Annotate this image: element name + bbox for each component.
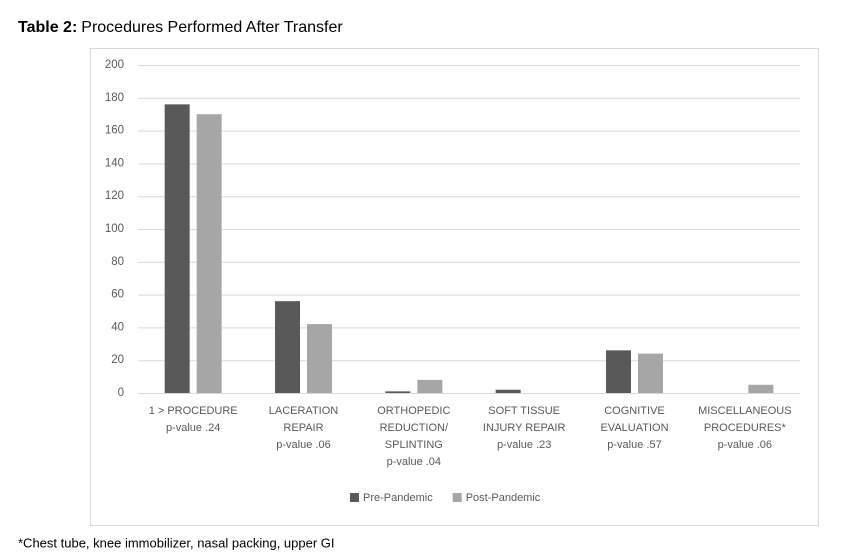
y-tick-label: 0 (118, 387, 124, 399)
bar (748, 384, 774, 393)
y-tick-label: 200 (105, 59, 124, 71)
legend-label: Pre-Pandemic (363, 492, 433, 504)
title-label: Table 2: (18, 19, 77, 36)
y-tick-label: 40 (111, 321, 124, 333)
bar (196, 114, 222, 393)
bar (164, 104, 190, 394)
x-tick-label: COGNITIVE EVALUATION p-value .57 (600, 405, 668, 451)
y-tick-label: 140 (105, 157, 124, 169)
x-tick-label: SOFT TISSUE INJURY REPAIR p-value .23 (483, 405, 566, 451)
chart: 0 20 40 60 80 100 120 140 160 180 200 1 > PROCEDURE… (105, 59, 800, 504)
chart-frame (90, 48, 819, 526)
bar (495, 389, 521, 393)
y-tick-label: 160 (105, 125, 124, 137)
bar (417, 379, 443, 393)
legend-swatch (350, 493, 359, 502)
y-tick-label: 180 (105, 92, 124, 104)
y-tick-label: 100 (105, 223, 124, 235)
y-tick-label: 120 (105, 190, 124, 202)
legend-label: Post-Pandemic (466, 492, 541, 504)
title-text: Procedures Performed After Transfer (81, 19, 343, 36)
x-tick-label: LACERATION REPAIR p-value .06 (269, 405, 339, 451)
title: Table 2: Procedures Performed After Trans… (18, 19, 343, 36)
bar (606, 350, 631, 393)
x-tick-label: 1 > PROCEDURE p-value .24 (149, 405, 238, 434)
bar (385, 391, 411, 393)
bar (638, 353, 663, 393)
bar (307, 324, 332, 393)
footnote: *Chest tube, knee immobilizer, nasal pac… (18, 535, 335, 550)
x-tick-label: MISCELLANEOUS PROCEDURES* p-value .06 (698, 405, 792, 451)
legend-swatch (452, 493, 462, 502)
x-tick-label: ORTHOPEDIC REDUCTION/SPLINTING p-value .04 (377, 405, 450, 468)
y-tick-label: 20 (111, 354, 124, 366)
y-tick-label: 60 (111, 289, 124, 301)
bar (275, 301, 300, 393)
y-tick-label: 80 (111, 256, 124, 268)
